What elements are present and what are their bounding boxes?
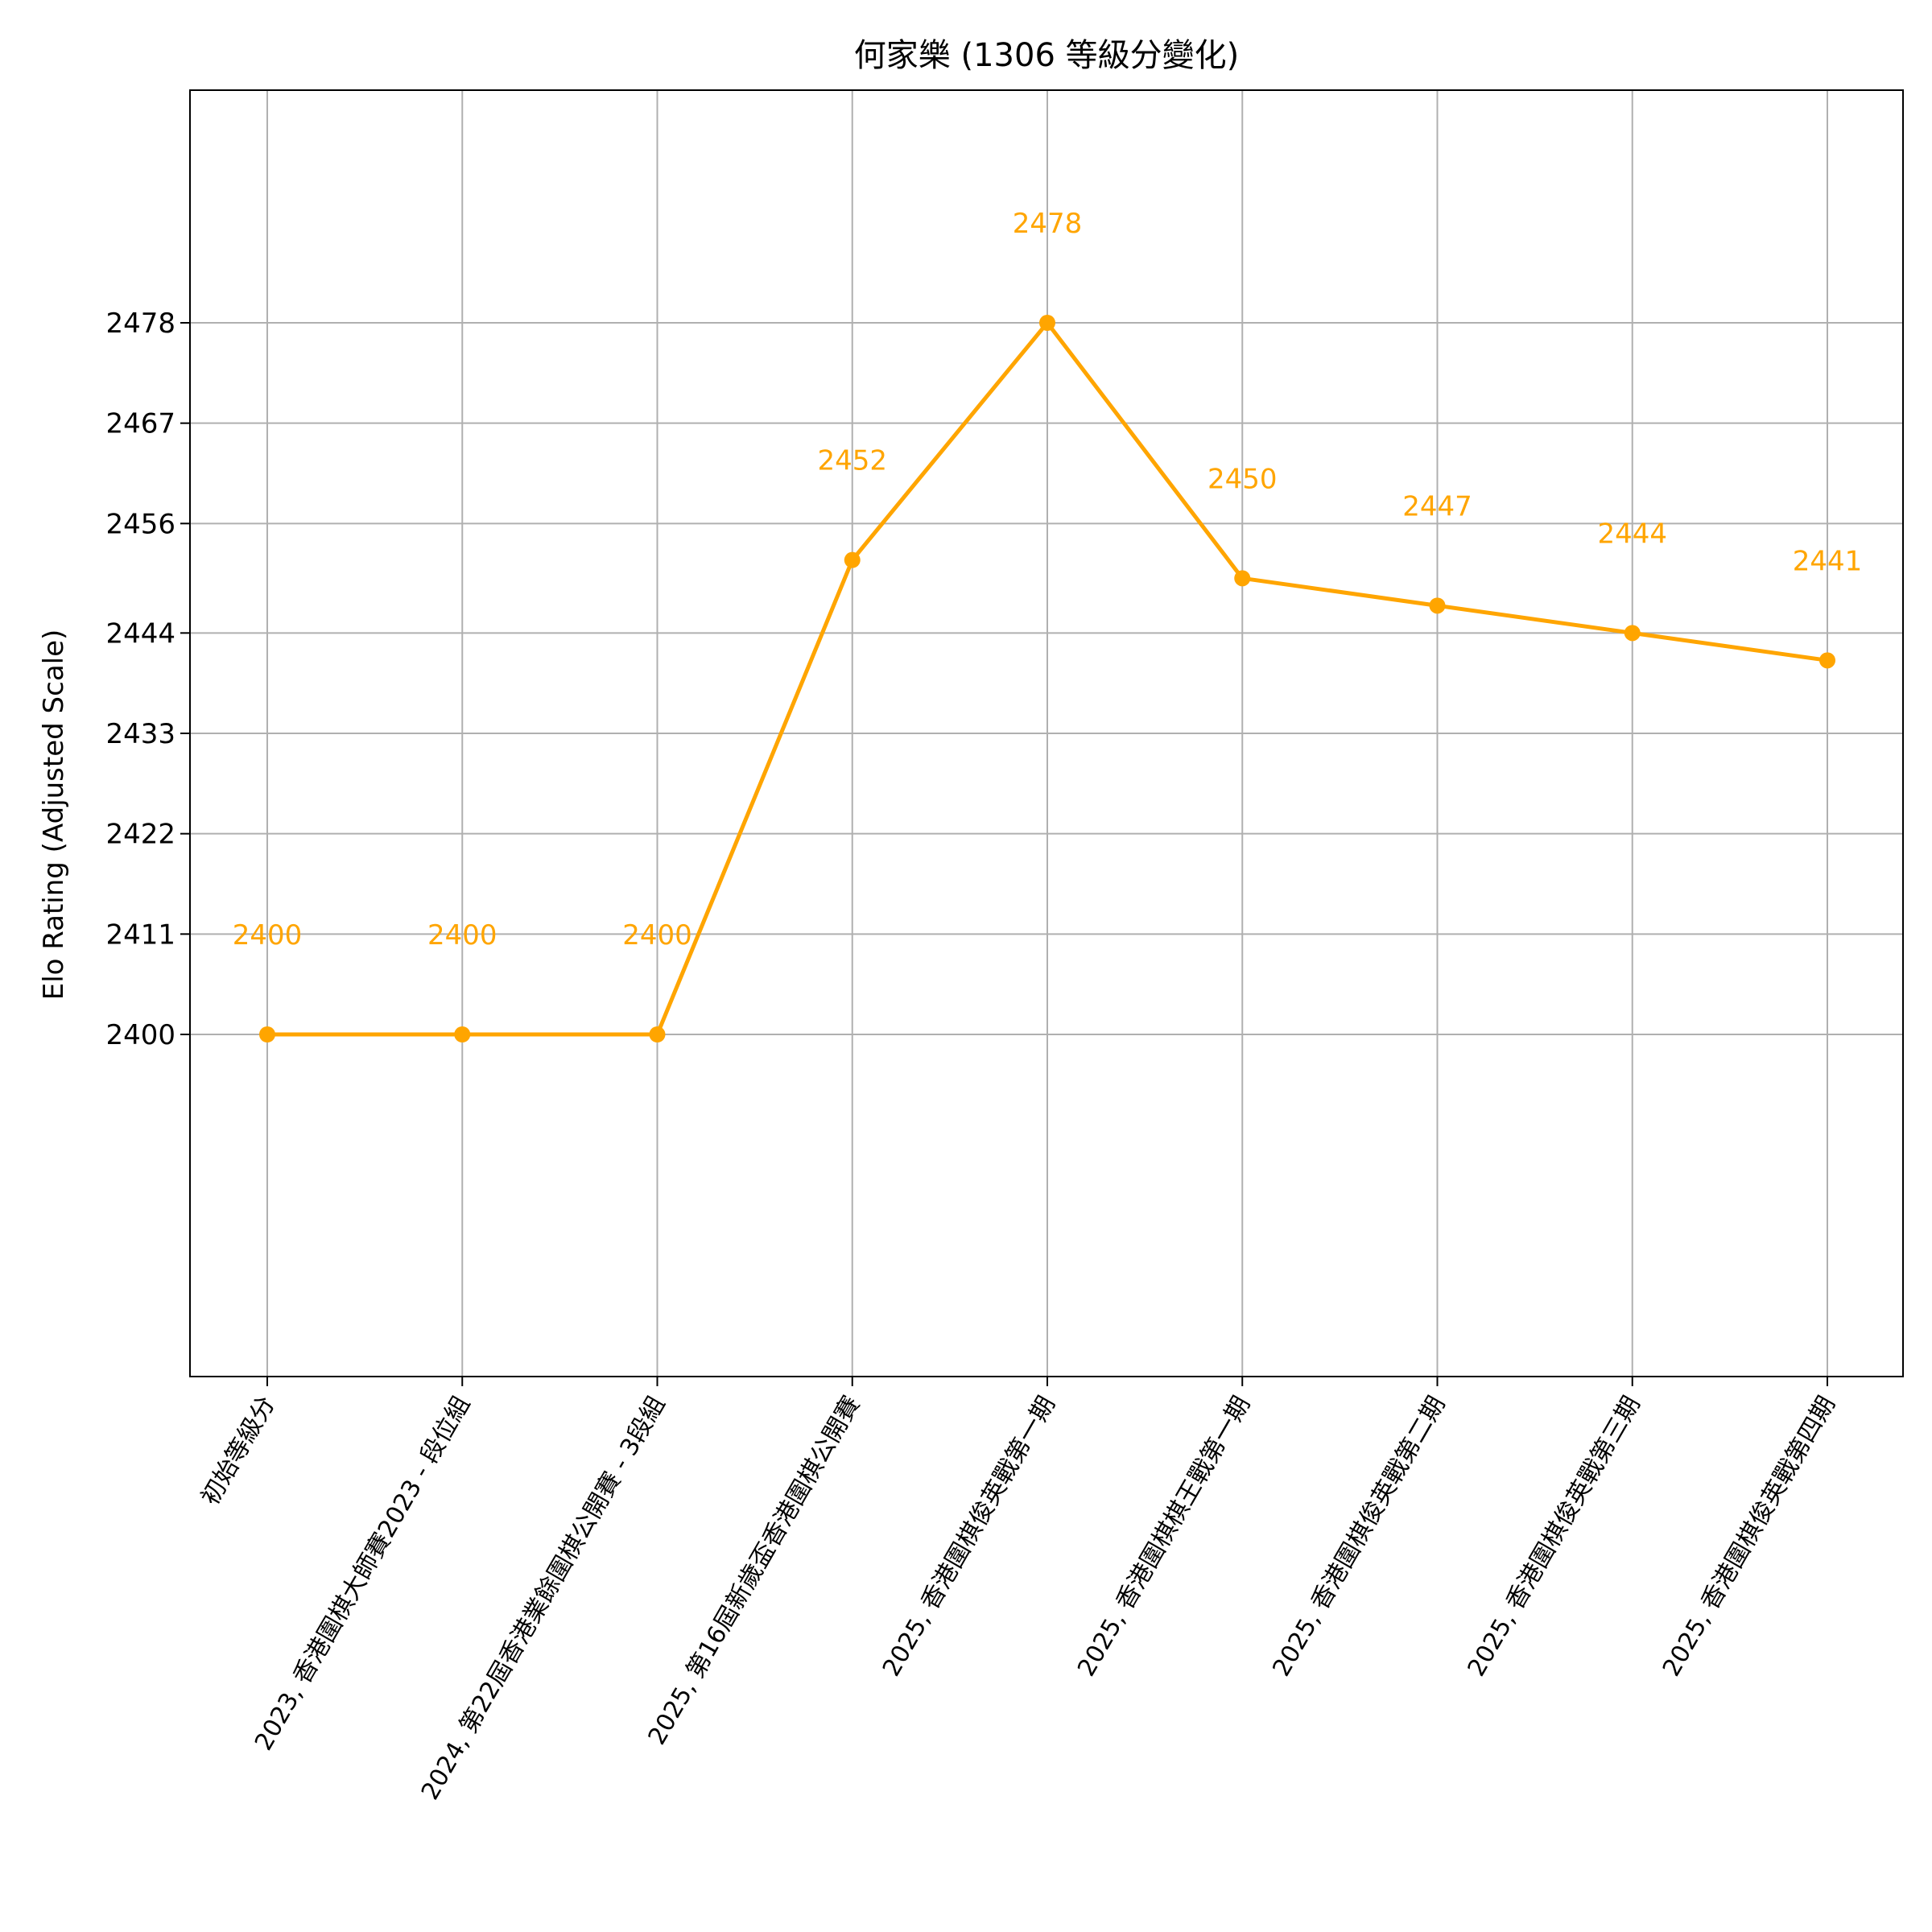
data-label: 2447 xyxy=(1402,490,1472,522)
data-point xyxy=(1624,625,1641,642)
data-label: 2452 xyxy=(817,445,887,477)
data-point xyxy=(454,1026,471,1042)
data-point xyxy=(1234,570,1251,587)
data-point xyxy=(1429,597,1446,614)
data-label: 2400 xyxy=(427,919,497,952)
data-label: 2450 xyxy=(1208,463,1278,495)
data-point xyxy=(649,1026,666,1042)
data-point xyxy=(259,1026,275,1042)
data-label: 2441 xyxy=(1793,545,1863,577)
data-label: 2478 xyxy=(1013,208,1083,240)
y-tick-label: 2433 xyxy=(105,718,175,750)
labels-layer: 2400 2400 2400 2452 2478 2450 2447 2444 2441 xyxy=(233,208,1863,952)
y-tick-label: 2467 xyxy=(105,408,175,440)
y-tick-label: 2456 xyxy=(105,508,175,540)
plot-frame xyxy=(189,89,1904,1377)
data-label: 2400 xyxy=(622,919,692,952)
grid-layer xyxy=(190,90,1903,1377)
y-tick-label: 2411 xyxy=(105,919,175,951)
data-point xyxy=(1039,315,1055,331)
data-point xyxy=(1819,652,1835,669)
data-point xyxy=(844,551,861,568)
y-axis-label: Elo Rating (Adjusted Scale) xyxy=(38,630,70,1001)
y-tick-label: 2400 xyxy=(105,1019,175,1051)
y-tick-label: 2478 xyxy=(105,308,175,340)
chart-title: 何家樂 (1306 等級分變化) xyxy=(854,37,1239,74)
y-tick-label: 2422 xyxy=(105,819,175,851)
y-tick-label: 2444 xyxy=(105,617,175,650)
data-label: 2400 xyxy=(233,919,303,952)
data-label: 2444 xyxy=(1597,518,1667,550)
series-layer xyxy=(259,315,1835,1042)
